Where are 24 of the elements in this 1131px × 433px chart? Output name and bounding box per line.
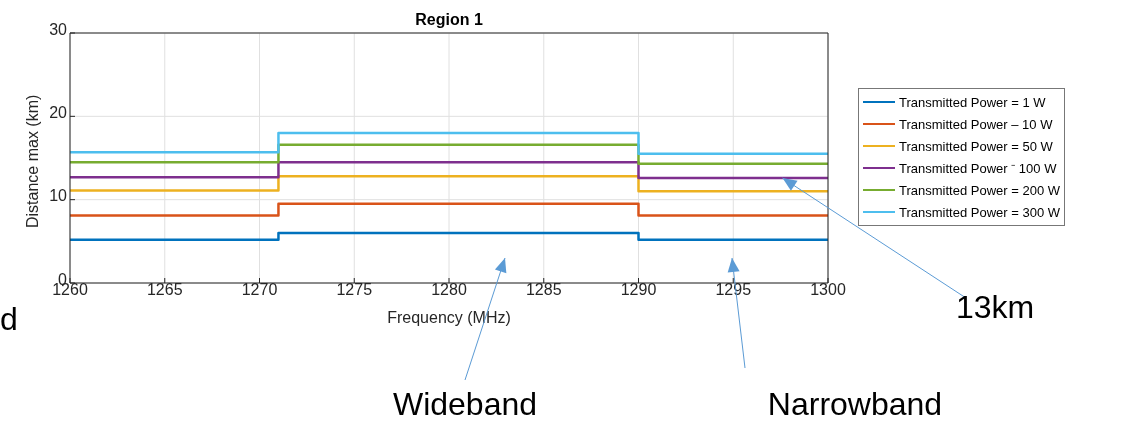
text: Wideband	[392, 386, 538, 422]
x-tick-label: 1275	[336, 281, 373, 299]
x-tick-label: 1295	[715, 281, 752, 299]
x-tick-label: 1280	[431, 281, 467, 299]
y-tick-label: 10	[49, 187, 68, 205]
legend-label: Transmitted Power – 10 W	[899, 116, 1053, 132]
x-tick-label: 1265	[146, 281, 183, 299]
legend-label: Transmitted Power ⁻ 100 W	[899, 160, 1057, 177]
x-axis-title: Frequency (MHz)	[387, 309, 511, 326]
y-axis-title: Distance max (km)	[23, 94, 41, 228]
legend-label: Transmitted Power = 300 W	[899, 204, 1060, 220]
x-tick-label: 1285	[525, 281, 562, 299]
text: Narrowband	[767, 386, 943, 422]
legend-label: Transmitted Power = 50 W	[899, 138, 1053, 154]
y-tick-label: 30	[49, 20, 68, 38]
text: d	[0, 301, 18, 337]
x-tick-label: 1300	[810, 281, 846, 299]
annotation: 13km	[955, 289, 1035, 325]
y-tick-label: 20	[49, 104, 68, 122]
legend-label: Transmitted Power = 200 W	[899, 182, 1060, 198]
x-tick-label: 1290	[620, 281, 657, 299]
legend-label: Transmitted Power = 1 W	[899, 94, 1046, 110]
chart-title: Region 1	[415, 11, 483, 28]
x-tick-label: 1270	[241, 281, 278, 299]
